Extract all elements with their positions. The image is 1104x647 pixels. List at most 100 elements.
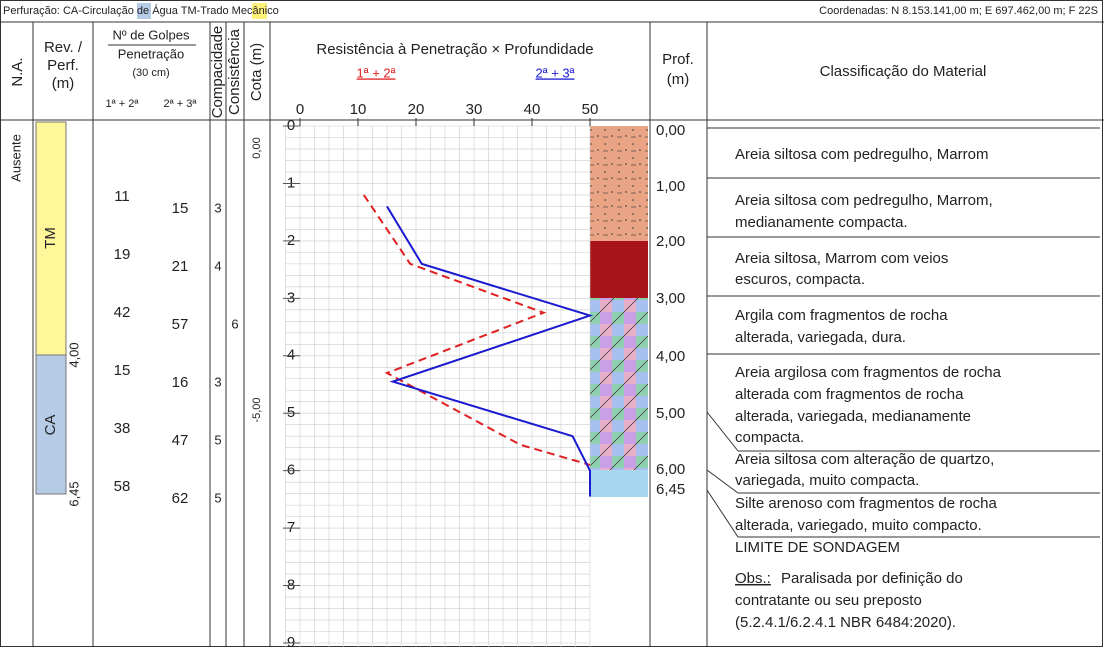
- col-head: Compacidade: [209, 26, 226, 119]
- coordinates: Coordenadas: N 8.153.141,00 m; E 697.462…: [819, 5, 1098, 17]
- stratum-silt: [590, 470, 648, 497]
- col-head: Cota (m): [248, 43, 265, 101]
- material-text: escuros, compacta.: [735, 271, 865, 288]
- blows-second: 21: [172, 258, 189, 275]
- depth-label: 1,00: [656, 178, 685, 195]
- material-text: alterada, variegado, muito compacto.: [735, 517, 982, 534]
- depth-label: 4,00: [656, 348, 685, 365]
- blows-first: 58: [114, 478, 131, 495]
- tm-highlight: [252, 3, 267, 19]
- compactness: 3: [214, 200, 221, 215]
- chart-title: Resistência à Penetração × Profundidade: [316, 41, 593, 58]
- y-tick-label: 8: [287, 577, 295, 594]
- water-level: Ausente: [8, 134, 23, 182]
- material-rules: [706, 127, 1100, 538]
- material-text: alterada, variegada, dura.: [735, 329, 906, 346]
- casing-depth: 6,45: [66, 481, 81, 506]
- casing-label: TM: [42, 227, 59, 249]
- col-head: N.A.: [9, 57, 26, 86]
- obs-text: (5.2.4.1/6.2.4.1 NBR 6484:2020).: [735, 614, 956, 631]
- x-tick-label: 20: [408, 101, 425, 118]
- casing-tm: [35, 121, 67, 356]
- material-text: Areia siltosa com pedregulho, Marrom,: [735, 192, 993, 209]
- elevation: 0,00: [251, 137, 263, 158]
- y-tick-label: 4: [287, 347, 295, 364]
- col-head: 1ª + 2ª: [106, 98, 140, 110]
- y-tick-label: 6: [287, 462, 295, 479]
- legend-label: 1ª + 2ª: [357, 65, 396, 80]
- y-tick-label: 3: [287, 289, 295, 306]
- casing-depth: 4,00: [66, 342, 81, 367]
- obs-text: Paralisada por definição do: [781, 570, 963, 587]
- method-desc: -Trado Mecânico: [197, 5, 279, 17]
- series-line: [362, 194, 591, 466]
- material-text: Areia siltosa com alteração de quartzo,: [735, 451, 994, 468]
- col-head: Consistência: [226, 28, 243, 115]
- col-head: (m): [52, 75, 75, 92]
- legend-label: 2ª + 3ª: [536, 65, 575, 80]
- col-head: Prof.: [662, 51, 694, 68]
- depth-label: 5,00: [656, 405, 685, 422]
- material-text: Areia siltosa com pedregulho, Marrom: [735, 146, 988, 163]
- obs-text: contratante ou seu preposto: [735, 592, 922, 609]
- compactness: 3: [214, 374, 221, 389]
- y-tick-label: 2: [287, 232, 295, 249]
- blows-second: 47: [172, 432, 189, 449]
- blows-first: 15: [114, 362, 131, 379]
- y-tick-label: 7: [287, 519, 295, 536]
- blows-first: 38: [114, 420, 131, 437]
- material-text: Argila com fragmentos de rocha: [735, 307, 948, 324]
- y-tick-label: 0: [287, 117, 295, 134]
- y-tick-label: 1: [287, 174, 295, 191]
- x-tick-label: 0: [296, 101, 304, 118]
- x-tick-label: 30: [466, 101, 483, 118]
- compactness: 4: [214, 258, 221, 273]
- consistency: 6: [231, 316, 238, 331]
- x-tick-label: 50: [582, 101, 599, 118]
- depth-label: 6,00: [656, 461, 685, 478]
- obs-label: Obs.:: [735, 570, 771, 587]
- material-text: Areia argilosa com fragmentos de rocha: [735, 364, 1002, 381]
- depth-label: 0,00: [656, 122, 685, 139]
- x-tick-label: 40: [524, 101, 541, 118]
- compactness: 5: [214, 432, 221, 447]
- y-tick-label: 9: [287, 634, 295, 647]
- casing-ca: [35, 354, 67, 495]
- material-text: compacta.: [735, 429, 804, 446]
- col-head: Rev. /: [44, 39, 83, 56]
- blows-second: 62: [172, 490, 189, 507]
- stratum-dark: [590, 241, 648, 298]
- depth-label: 6,45: [656, 481, 685, 498]
- col-head: Classificação do Material: [820, 63, 987, 80]
- method-code: TM: [181, 5, 197, 17]
- casing-label: CA: [42, 415, 59, 436]
- blows-second: 16: [172, 374, 189, 391]
- blows-first: 11: [114, 188, 130, 205]
- y-tick-label: 5: [287, 404, 295, 421]
- blows-second: 15: [172, 200, 189, 217]
- header-label: Perfuração: CA-Circulação de Água TM-Tra…: [3, 4, 279, 17]
- method-desc: -Circulação de Água: [78, 4, 179, 17]
- col-head: 2ª + 3ª: [164, 98, 198, 110]
- x-tick-label: 10: [350, 101, 367, 118]
- blows-first: 19: [114, 246, 131, 263]
- blows-second: 57: [172, 316, 189, 333]
- ca-highlight: [137, 3, 151, 19]
- depth-label: 3,00: [656, 290, 685, 307]
- material-text: Areia siltosa, Marrom com veios: [735, 250, 948, 267]
- material-text: medianamente compacta.: [735, 214, 908, 231]
- stratum-sand: [590, 126, 648, 241]
- method-code: CA: [63, 5, 79, 17]
- col-head: Perf.: [47, 57, 79, 74]
- material-text: alterada com fragmentos de rocha: [735, 386, 964, 403]
- stratum-variegated: [590, 298, 648, 470]
- limit: LIMITE DE SONDAGEM: [735, 539, 900, 556]
- blows-first: 42: [114, 304, 131, 321]
- material-text: variegada, muito compacta.: [735, 472, 919, 489]
- material-text: alterada, variegada, medianamente: [735, 408, 971, 425]
- col-head: (30 cm): [132, 67, 169, 79]
- col-head: Penetração: [118, 46, 185, 61]
- material-text: Silte arenoso com fragmentos de rocha: [735, 495, 997, 512]
- column-rules: [32, 22, 708, 647]
